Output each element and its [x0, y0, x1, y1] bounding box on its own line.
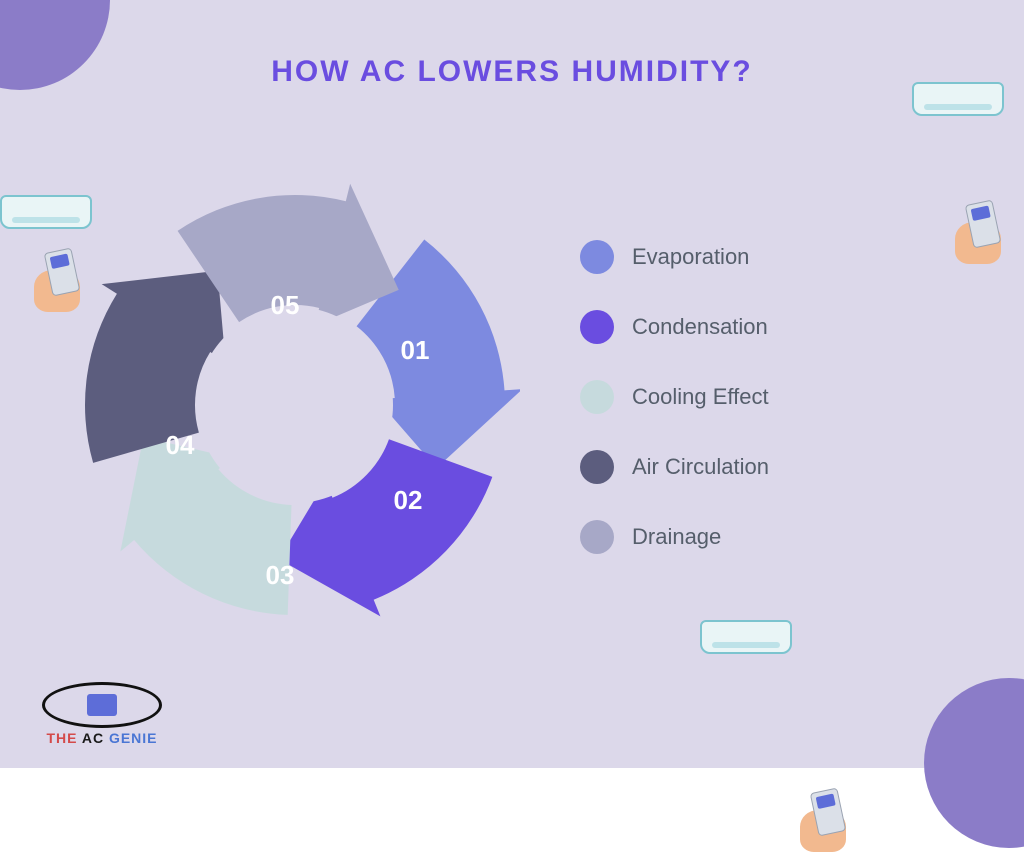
cycle-segment-number: 02	[383, 485, 433, 515]
cycle-segment-number: 05	[260, 290, 310, 320]
hand-remote-icon	[800, 790, 852, 852]
hand-remote-icon	[34, 250, 86, 312]
logo-word-ac: AC	[77, 730, 108, 746]
logo-ring-icon	[42, 682, 162, 728]
legend-label: Air Circulation	[632, 454, 769, 480]
legend-dot-icon	[580, 380, 614, 414]
legend-dot-icon	[580, 240, 614, 274]
logo-word-genie: GENIE	[109, 730, 158, 746]
legend-item: Evaporation	[580, 240, 960, 274]
legend-dot-icon	[580, 310, 614, 344]
ac-unit-icon	[912, 82, 1004, 116]
logo-word-the: THE	[46, 730, 77, 746]
brand-logo: THE AC GENIE	[22, 682, 182, 746]
legend-item: Air Circulation	[580, 450, 960, 484]
legend-label: Condensation	[632, 314, 768, 340]
legend-dot-icon	[580, 450, 614, 484]
ac-unit-icon	[0, 195, 92, 229]
cycle-segment-number: 03	[255, 560, 305, 590]
hand-remote-icon	[955, 202, 1007, 264]
cycle-segment-number: 01	[390, 335, 440, 365]
page-title: HOW AC LOWERS HUMIDITY?	[271, 55, 753, 89]
legend-label: Evaporation	[632, 244, 749, 270]
legend-item: Cooling Effect	[580, 380, 960, 414]
logo-text: THE AC GENIE	[22, 730, 182, 746]
legend-item: Condensation	[580, 310, 960, 344]
ac-unit-icon	[700, 620, 792, 654]
legend-item: Drainage	[580, 520, 960, 554]
cycle-segment-number: 04	[155, 430, 205, 460]
legend-label: Cooling Effect	[632, 384, 769, 410]
legend-dot-icon	[580, 520, 614, 554]
legend-label: Drainage	[632, 524, 721, 550]
legend: Evaporation Condensation Cooling Effect Air…	[580, 240, 960, 590]
cycle-diagram: 01 02 03 04 05	[70, 180, 520, 630]
